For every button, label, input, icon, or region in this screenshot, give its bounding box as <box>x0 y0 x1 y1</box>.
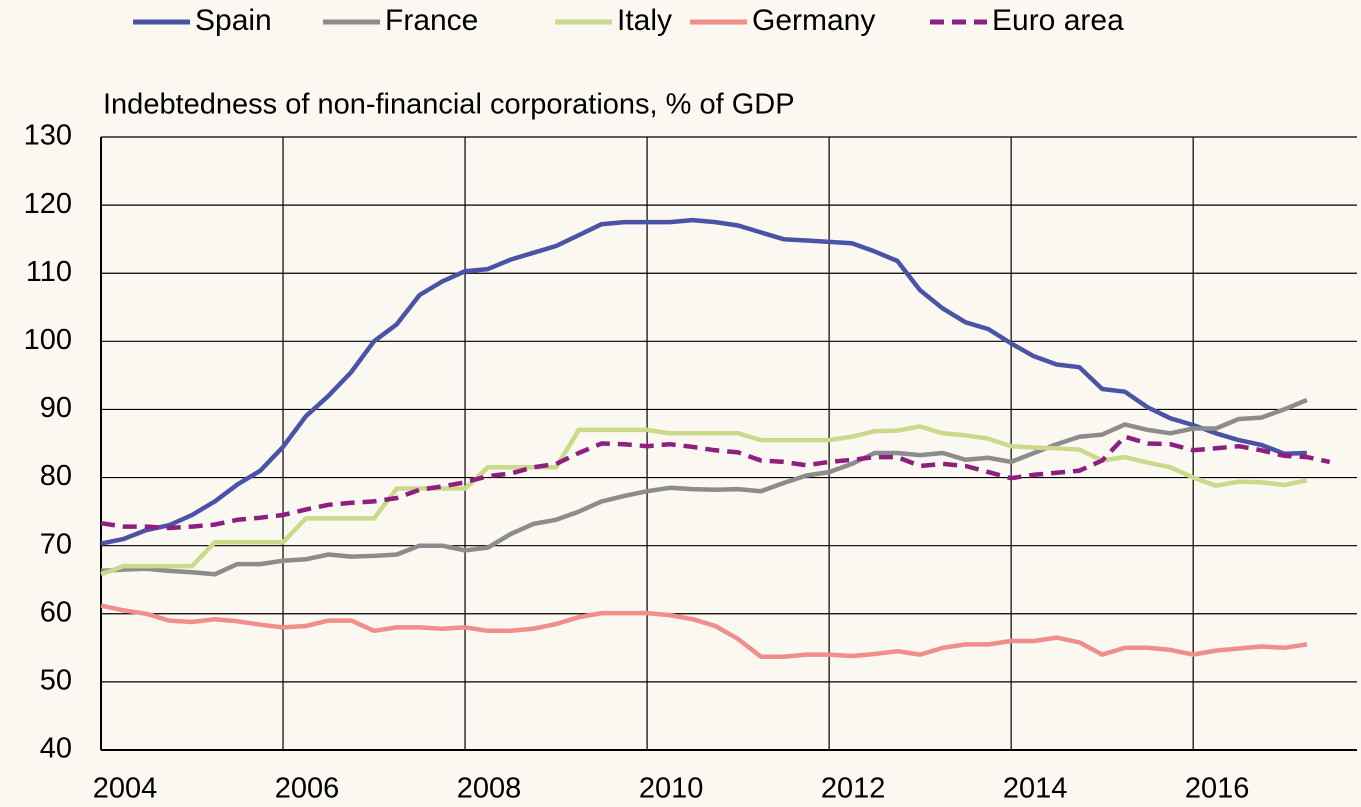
x-tick-label: 2006 <box>275 773 340 805</box>
series-line <box>100 397 1308 577</box>
legend-label: Germany <box>752 4 875 37</box>
y-tick-label: 80 <box>40 460 72 492</box>
x-tick-label: 2010 <box>639 773 704 805</box>
y-tick-label: 90 <box>40 392 72 424</box>
y-tick-label: 110 <box>26 256 72 288</box>
x-tick-label: 2004 <box>93 773 158 805</box>
x-tick-label: 2016 <box>1185 773 1250 805</box>
y-tick-label: 100 <box>24 324 72 356</box>
legend-label: Spain <box>195 4 272 37</box>
series-line <box>100 217 1307 546</box>
y-tick-label: 40 <box>40 733 72 765</box>
y-tick-label: 130 <box>24 120 72 152</box>
y-tick-label: 60 <box>40 596 72 628</box>
series-line <box>100 424 1308 577</box>
x-tick-label: 2012 <box>821 773 886 805</box>
y-tick-label: 50 <box>40 665 72 697</box>
x-tick-label: 2008 <box>457 773 522 805</box>
legend-label: Euro area <box>992 4 1124 37</box>
series-line <box>100 603 1308 659</box>
y-tick-label: 120 <box>24 188 72 220</box>
legend-label: Italy <box>617 4 672 37</box>
series-line <box>100 434 1331 531</box>
y-tick-label: 70 <box>40 528 72 560</box>
y-axis-title: Indebtedness of non-financial corporatio… <box>103 89 795 121</box>
legend-label: France <box>385 4 478 37</box>
x-tick-label: 2014 <box>1003 773 1068 805</box>
